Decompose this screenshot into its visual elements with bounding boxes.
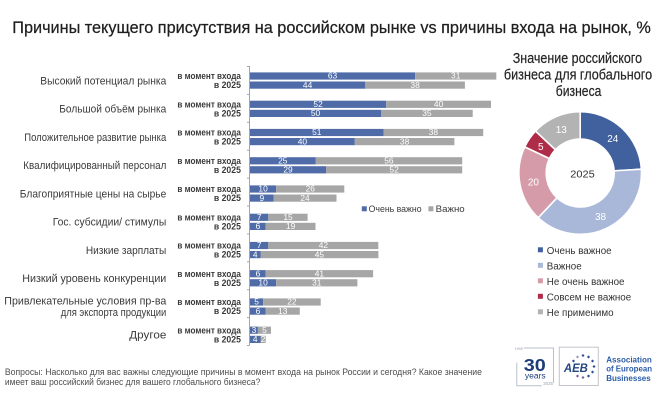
svg-text:Благоприятные цены на сырье: Благоприятные цены на сырье: [20, 188, 167, 200]
svg-text:56: 56: [384, 156, 394, 166]
svg-text:15: 15: [283, 212, 293, 222]
svg-text:2025: 2025: [570, 169, 595, 180]
svg-text:40: 40: [434, 99, 444, 109]
svg-text:в 2025: в 2025: [214, 250, 242, 261]
svg-text:Businesses: Businesses: [606, 373, 651, 383]
svg-text:4: 4: [253, 334, 258, 344]
svg-text:Другое: Другое: [129, 330, 166, 342]
svg-text:3: 3: [252, 325, 257, 335]
svg-text:25: 25: [278, 156, 288, 166]
svg-text:24: 24: [607, 134, 619, 145]
svg-text:Association: Association: [606, 354, 652, 364]
svg-text:24: 24: [300, 193, 310, 203]
svg-text:50: 50: [311, 108, 321, 118]
svg-text:29: 29: [283, 165, 293, 175]
svg-text:5: 5: [262, 325, 267, 335]
svg-text:52: 52: [389, 165, 399, 175]
svg-text:10: 10: [258, 278, 268, 288]
svg-text:44: 44: [303, 80, 313, 90]
svg-text:в момент входа: в момент входа: [177, 99, 241, 110]
svg-text:Положительное развитие рынка: Положительное развитие рынка: [24, 132, 167, 144]
svg-text:в 2025: в 2025: [214, 165, 242, 176]
svg-text:Привлекательные условия пр-ва: Привлекательные условия пр-ва: [4, 296, 167, 308]
svg-text:38: 38: [595, 212, 607, 223]
svg-text:в момент входа: в момент входа: [177, 156, 241, 167]
svg-text:10: 10: [258, 184, 268, 194]
svg-text:Очень важно: Очень важно: [369, 204, 422, 215]
svg-text:имеет ваш российский бизнес дл: имеет ваш российский бизнес для вашего г…: [5, 377, 260, 387]
svg-text:6: 6: [256, 268, 261, 278]
svg-text:в 2025: в 2025: [214, 109, 242, 120]
svg-text:41: 41: [315, 268, 325, 278]
svg-text:Не очень важное: Не очень важное: [547, 277, 625, 288]
svg-text:Очень важное: Очень важное: [547, 246, 612, 257]
svg-text:в момент входа: в момент входа: [177, 269, 241, 280]
svg-text:AEB: AEB: [563, 362, 588, 375]
svg-text:5: 5: [254, 297, 259, 307]
svg-text:42: 42: [319, 240, 329, 250]
svg-text:52: 52: [313, 99, 323, 109]
svg-text:38: 38: [400, 136, 410, 146]
svg-text:20: 20: [528, 178, 540, 189]
svg-text:30: 30: [524, 355, 546, 375]
svg-text:в 2025: в 2025: [214, 80, 242, 91]
svg-text:в 2025: в 2025: [214, 221, 242, 232]
svg-text:4: 4: [253, 249, 258, 259]
svg-text:бизнеса: бизнеса: [556, 84, 602, 100]
svg-text:Совсем не важное: Совсем не важное: [547, 292, 632, 303]
svg-text:Квалифицированный персонал: Квалифицированный персонал: [23, 160, 166, 172]
svg-text:31: 31: [451, 71, 461, 81]
svg-text:19: 19: [286, 221, 296, 231]
svg-text:Значение российского: Значение российского: [513, 51, 642, 67]
svg-text:63: 63: [328, 71, 338, 81]
svg-text:of European: of European: [606, 364, 652, 374]
svg-text:years: years: [525, 371, 546, 380]
svg-text:Причины текущего присутствия н: Причины текущего присутствия на российск…: [12, 18, 651, 37]
svg-text:для экспорта продукции: для экспорта продукции: [61, 307, 167, 319]
svg-text:Важное: Важное: [547, 261, 582, 272]
svg-text:38: 38: [429, 127, 439, 137]
svg-text:Вопросы: Насколько для вас важ: Вопросы: Насколько для вас важны следующ…: [5, 367, 482, 377]
svg-text:в момент входа: в момент входа: [177, 184, 241, 195]
svg-text:38: 38: [410, 80, 420, 90]
svg-text:в 2025: в 2025: [214, 193, 242, 204]
svg-text:22: 22: [287, 297, 297, 307]
svg-text:40: 40: [298, 136, 308, 146]
svg-text:в момент входа: в момент входа: [177, 212, 241, 223]
svg-text:в 2025: в 2025: [214, 278, 242, 289]
svg-text:26: 26: [306, 184, 316, 194]
svg-text:Важно: Важно: [436, 204, 465, 215]
svg-text:6: 6: [256, 306, 261, 316]
svg-text:45: 45: [315, 249, 325, 259]
svg-text:2025: 2025: [543, 381, 553, 386]
svg-text:51: 51: [312, 127, 322, 137]
svg-text:в 2025: в 2025: [214, 334, 242, 345]
svg-text:Гос. субсидии/ стимулы: Гос. субсидии/ стимулы: [53, 217, 167, 229]
svg-text:7: 7: [257, 240, 262, 250]
svg-text:5: 5: [538, 142, 544, 153]
svg-text:в 2025: в 2025: [214, 306, 242, 317]
svg-text:13: 13: [278, 306, 288, 316]
svg-text:Большой объём рынка: Большой объём рынка: [59, 104, 167, 116]
svg-text:Не применимо: Не применимо: [547, 308, 614, 319]
svg-text:в 2025: в 2025: [214, 137, 242, 148]
svg-text:35: 35: [422, 108, 432, 118]
svg-text:9: 9: [259, 193, 264, 203]
svg-text:в момент входа: в момент входа: [177, 128, 241, 139]
svg-text:13: 13: [556, 125, 568, 136]
svg-text:31: 31: [312, 278, 322, 288]
svg-text:1995: 1995: [515, 347, 523, 351]
svg-text:Низкие зарплаты: Низкие зарплаты: [86, 245, 166, 257]
svg-text:бизнеса для глобального: бизнеса для глобального: [504, 67, 652, 83]
svg-text:Низкий уровень конкуренции: Низкий уровень конкуренции: [22, 273, 166, 285]
svg-text:в момент входа: в момент входа: [177, 297, 241, 308]
svg-text:в момент входа: в момент входа: [177, 71, 241, 82]
svg-text:в момент входа: в момент входа: [177, 241, 241, 252]
svg-text:в момент входа: в момент входа: [177, 325, 241, 336]
svg-text:Высокий потенциал рынка: Высокий потенциал рынка: [40, 75, 167, 87]
svg-text:2: 2: [261, 334, 266, 344]
svg-text:7: 7: [257, 212, 262, 222]
svg-text:6: 6: [256, 221, 261, 231]
